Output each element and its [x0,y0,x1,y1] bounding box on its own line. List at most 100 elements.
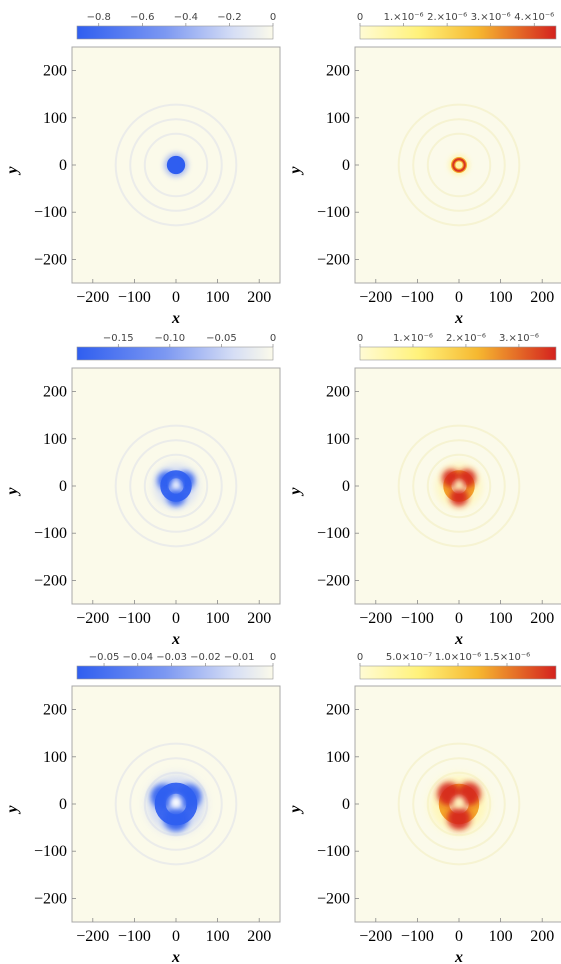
colorbar-tick-label: 5.0×10⁻⁷ [386,652,432,663]
colorbar-tick-label: 0 [270,333,276,344]
y-tick-label: −100 [317,525,350,542]
y-tick-label: −200 [317,572,350,589]
colorbar-tick-label: −0.2 [217,12,241,23]
x-tick-label: 100 [489,610,513,627]
colorbar-tick-label: −0.10 [155,333,186,344]
x-tick-label: −100 [118,928,151,945]
x-axis-label: x [454,631,463,648]
ripple [114,424,238,548]
ripple [426,453,492,519]
y-axis-label: y [287,166,304,176]
ripple [143,132,209,198]
ripple [143,453,209,519]
field-lobe [176,784,202,809]
ripple [129,118,223,212]
colorbar-tick-label: 3.×10⁻⁶ [471,12,511,23]
ripple [426,132,492,198]
x-axis-label: x [454,310,463,327]
y-tick-label: 200 [43,63,67,80]
heatmap-field [114,103,238,227]
x-tick-label: 200 [530,610,554,627]
y-tick-label: 200 [326,384,350,401]
x-tick-label: 200 [247,610,271,627]
ripple [397,742,521,866]
x-tick-label: −200 [359,289,392,306]
x-tick-label: −200 [359,928,392,945]
colorbar-tick-label: 0 [357,12,363,23]
panel-3: −0.15 −0.10 −0.05 0 −200 −100 0 100 200 200 100 0 −1… [4,333,281,648]
y-tick-label: 100 [326,749,350,766]
field-hole [454,480,464,490]
colorbar-tick-label: 0 [357,333,363,344]
x-tick-label: 100 [206,610,230,627]
heatmap-field [397,424,521,548]
field-lobe [166,487,186,507]
ripple [412,439,506,533]
panel-4: 0 1.×10⁻⁶ 2.×10⁻⁶ 3.×10⁻⁶ −200 −100 0 100 200 200… [287,333,561,648]
heatmap-field [114,424,238,548]
y-tick-label: 0 [59,157,67,174]
colorbar [76,665,274,680]
x-tick-label: 0 [172,610,180,627]
colorbar-tick-label: −0.15 [103,333,134,344]
y-tick-label: 200 [43,384,67,401]
heatmap-panels: −0.8 −0.6 −0.4 −0.2 0−200 −100 0 100 2002001000−… [4,12,561,964]
x-tick-label: −100 [401,928,434,945]
x-tick-label: −200 [76,289,109,306]
colorbar-tick-label: 1.0×10⁻⁶ [435,652,481,663]
colorbar-tick-label: 3.×10⁻⁶ [499,333,539,344]
panel-2: 0 1.×10⁻⁶ 2.×10⁻⁶ 3.×10⁻⁶ 4.×10⁻⁶ −200 −100 0 10… [287,12,561,327]
x-tick-label: −100 [401,289,434,306]
ripple [397,103,521,227]
y-tick-label: 0 [59,478,67,495]
y-tick-label: −200 [34,251,67,268]
x-axis-label: x [454,949,463,964]
ripple [412,118,506,212]
y-tick-label: 200 [326,63,350,80]
y-axis-label: y [4,487,21,497]
colorbar-tick-label: −0.03 [156,652,187,663]
y-tick-label: −100 [34,843,67,860]
ripple [129,757,223,851]
y-tick-label: 100 [43,749,67,766]
x-tick-label: 200 [247,289,271,306]
field-hole [453,796,465,809]
colorbar-tick-label: −0.05 [89,652,120,663]
x-tick-label: −200 [359,610,392,627]
field-hole [169,796,183,809]
colorbar-tick-label: 4.×10⁻⁶ [514,12,554,23]
y-tick-label: 0 [342,157,350,174]
colorbar [76,25,274,40]
field-ring-core [452,158,466,172]
x-axis-label: x [171,949,180,964]
colorbar-tick-label: −0.4 [174,12,198,23]
field-lobe [449,487,469,507]
y-tick-label: 200 [43,702,67,719]
ripple [114,742,238,866]
field-lobe [447,806,471,830]
x-tick-label: 100 [489,928,513,945]
colorbar-tick-label: −0.02 [190,652,221,663]
y-tick-label: 100 [326,110,350,127]
colorbar-tick-label: 1.5×10⁻⁶ [484,652,530,663]
x-tick-label: 0 [172,289,180,306]
colorbar [76,346,274,361]
x-axis-label: x [171,631,180,648]
y-tick-label: −100 [317,204,350,221]
y-tick-label: −100 [34,204,67,221]
colorbar [359,665,557,680]
x-tick-label: −200 [76,610,109,627]
ripple [397,424,521,548]
y-tick-label: 100 [43,431,67,448]
colorbar-tick-label: −0.8 [87,12,111,23]
field-core [166,155,186,175]
y-tick-label: 200 [326,702,350,719]
field-hole [171,480,181,490]
x-tick-label: 200 [247,928,271,945]
y-tick-label: 100 [326,431,350,448]
y-tick-label: −200 [317,251,350,268]
y-tick-label: −200 [34,890,67,907]
y-tick-label: −200 [34,572,67,589]
ripple [412,757,506,851]
ripple [143,771,209,837]
